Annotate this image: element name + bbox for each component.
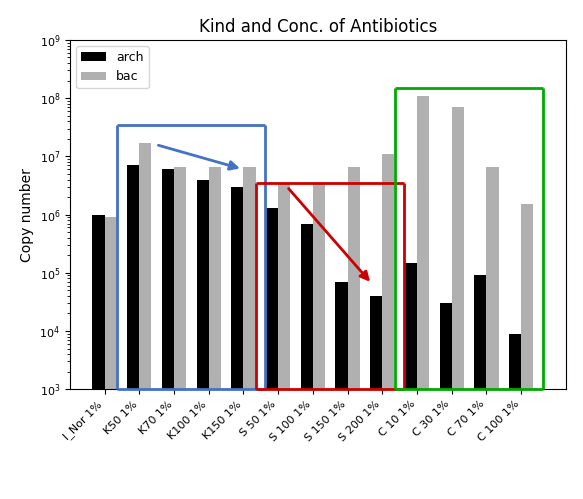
Bar — [139, 143, 152, 499]
Bar — [127, 165, 139, 499]
Bar — [370, 296, 382, 499]
Y-axis label: Copy number: Copy number — [20, 168, 34, 261]
Bar — [231, 187, 244, 499]
Bar — [486, 167, 498, 499]
Bar — [382, 154, 395, 499]
Bar — [417, 96, 429, 499]
Bar — [196, 180, 209, 499]
Bar — [104, 217, 117, 499]
Bar — [405, 262, 417, 499]
Bar — [509, 334, 521, 499]
Bar — [335, 282, 347, 499]
Bar — [93, 215, 104, 499]
Bar — [452, 107, 464, 499]
Legend: arch, bac: arch, bac — [76, 46, 149, 88]
Bar — [162, 169, 174, 499]
Bar — [301, 224, 313, 499]
Bar — [347, 167, 360, 499]
Bar — [209, 167, 221, 499]
Bar — [440, 303, 452, 499]
Bar — [521, 204, 533, 499]
Bar — [174, 167, 186, 499]
Bar — [244, 167, 255, 499]
Title: Kind and Conc. of Antibiotics: Kind and Conc. of Antibiotics — [199, 17, 437, 35]
Bar — [474, 275, 486, 499]
Bar — [278, 183, 290, 499]
Bar — [313, 183, 325, 499]
Bar — [266, 208, 278, 499]
